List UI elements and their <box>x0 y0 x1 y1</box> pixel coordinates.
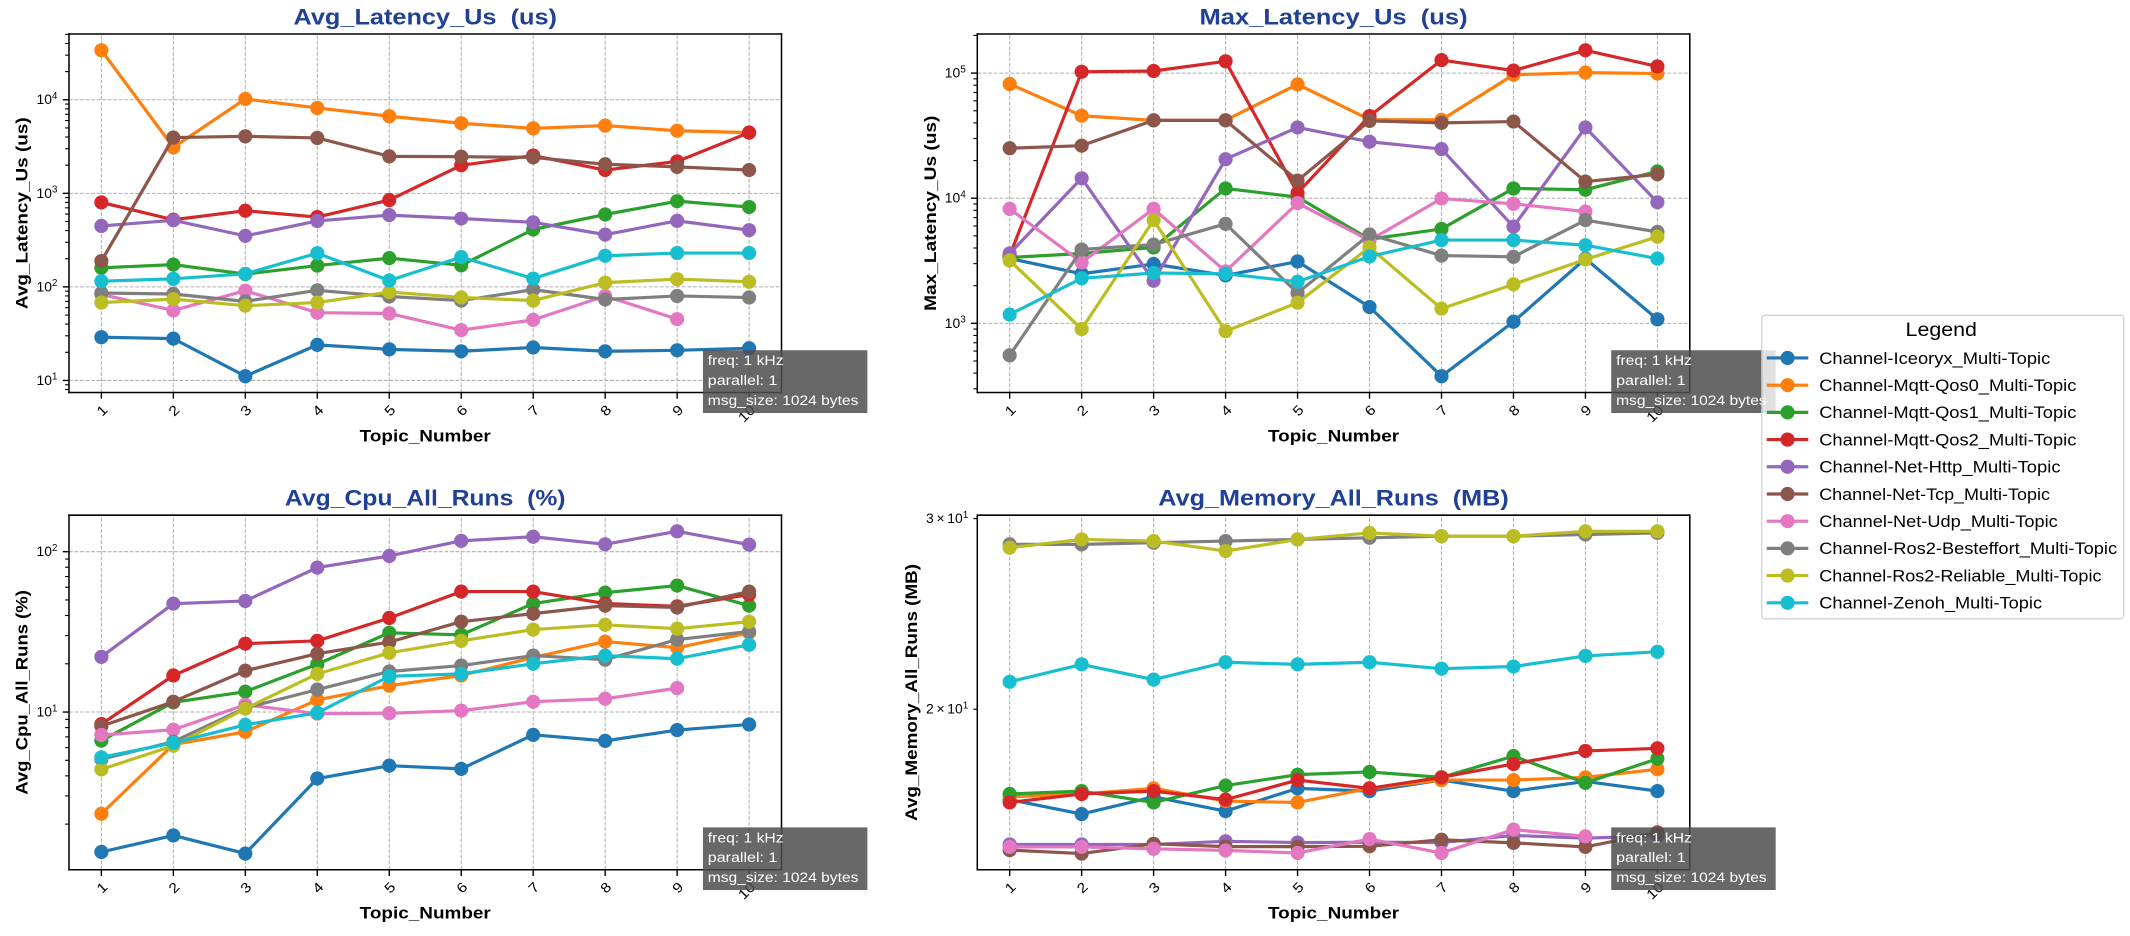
svg-text:2 × 1: 2 × 1 0 1 <box>926 694 969 719</box>
svg-text:1 0 2: 1 0 2 <box>36 271 58 296</box>
svg-text:Channel-Iceoryx_Multi-Topic: Channel-Iceoryx_Multi-Topic <box>1819 349 2050 368</box>
svg-text:freq: 1 kHz: freq: 1 kHz <box>708 352 784 368</box>
svg-text:1 0 1: 1 0 1 <box>36 696 58 721</box>
svg-text:msg_size: 1024 bytes: msg_size: 1024 bytes <box>708 392 859 408</box>
svg-text:Channel-Ros2-Reliable_Multi-To: Channel-Ros2-Reliable_Multi-Topic <box>1819 566 2101 585</box>
svg-text:1 0 1: 1 0 1 <box>36 365 58 390</box>
svg-text:Channel-Net-Tcp_Multi-Topic: Channel-Net-Tcp_Multi-Topic <box>1819 485 2050 504</box>
svg-text:freq: 1 kHz: freq: 1 kHz <box>708 829 784 845</box>
svg-text:Channel-Net-Udp_Multi-Topic: Channel-Net-Udp_Multi-Topic <box>1819 512 2058 531</box>
svg-text:3 × 1: 3 × 1 0 1 <box>926 503 969 528</box>
svg-text:parallel: 1: parallel: 1 <box>1616 849 1686 865</box>
svg-text:msg_size: 1024 bytes: msg_size: 1024 bytes <box>1616 392 1767 408</box>
svg-text:Topic_Number: Topic_Number <box>1268 904 1400 923</box>
svg-text:1 0 5: 1 0 5 <box>945 57 967 82</box>
svg-text:freq: 1 kHz: freq: 1 kHz <box>1616 829 1692 845</box>
svg-text:Avg_Cpu_All_Runs (%): Avg_Cpu_All_Runs (%) <box>285 485 566 510</box>
svg-text:Avg_Latency_Us (us): Avg_Latency_Us (us) <box>12 117 31 309</box>
svg-text:parallel: 1: parallel: 1 <box>1616 372 1686 388</box>
svg-text:Legend: Legend <box>1906 319 1977 341</box>
svg-text:msg_size: 1024 bytes: msg_size: 1024 bytes <box>708 869 859 885</box>
svg-text:Max_Latency_Us (us): Max_Latency_Us (us) <box>1199 4 1467 29</box>
svg-text:freq: 1 kHz: freq: 1 kHz <box>1616 352 1692 368</box>
svg-text:Avg_Memory_All_Runs (MB): Avg_Memory_All_Runs (MB) <box>902 564 921 821</box>
svg-text:parallel: 1: parallel: 1 <box>708 372 778 388</box>
svg-text:Channel-Zenoh_Multi-Topic: Channel-Zenoh_Multi-Topic <box>1819 594 2042 613</box>
svg-text:msg_size: 1024 bytes: msg_size: 1024 bytes <box>1616 869 1767 885</box>
svg-text:Max_Latency_Us (us): Max_Latency_Us (us) <box>921 116 940 311</box>
svg-text:Channel-Mqtt-Qos1_Multi-Topic: Channel-Mqtt-Qos1_Multi-Topic <box>1819 403 2076 422</box>
svg-text:Topic_Number: Topic_Number <box>1268 426 1400 445</box>
svg-text:Channel-Ros2-Besteffort_Multi-: Channel-Ros2-Besteffort_Multi-Topic <box>1819 539 2117 558</box>
svg-text:1 0 4: 1 0 4 <box>36 84 58 109</box>
svg-text:Topic_Number: Topic_Number <box>360 904 492 923</box>
svg-text:Avg_Cpu_All_Runs (%): Avg_Cpu_All_Runs (%) <box>12 590 31 795</box>
svg-text:Avg_Latency_Us (us): Avg_Latency_Us (us) <box>294 4 557 29</box>
svg-text:Channel-Mqtt-Qos2_Multi-Topic: Channel-Mqtt-Qos2_Multi-Topic <box>1819 430 2076 449</box>
svg-text:Channel-Mqtt-Qos0_Multi-Topic: Channel-Mqtt-Qos0_Multi-Topic <box>1819 376 2076 395</box>
svg-text:1 0 2: 1 0 2 <box>36 536 58 561</box>
svg-text:Avg_Memory_All_Runs (MB): Avg_Memory_All_Runs (MB) <box>1158 485 1508 510</box>
svg-text:parallel: 1: parallel: 1 <box>708 849 778 865</box>
svg-text:Channel-Net-Http_Multi-Topic: Channel-Net-Http_Multi-Topic <box>1819 458 2060 477</box>
svg-text:1 0 3: 1 0 3 <box>36 178 58 203</box>
svg-text:1 0 4: 1 0 4 <box>945 183 967 208</box>
svg-text:1 0 3: 1 0 3 <box>945 308 967 333</box>
svg-text:Topic_Number: Topic_Number <box>360 426 492 445</box>
